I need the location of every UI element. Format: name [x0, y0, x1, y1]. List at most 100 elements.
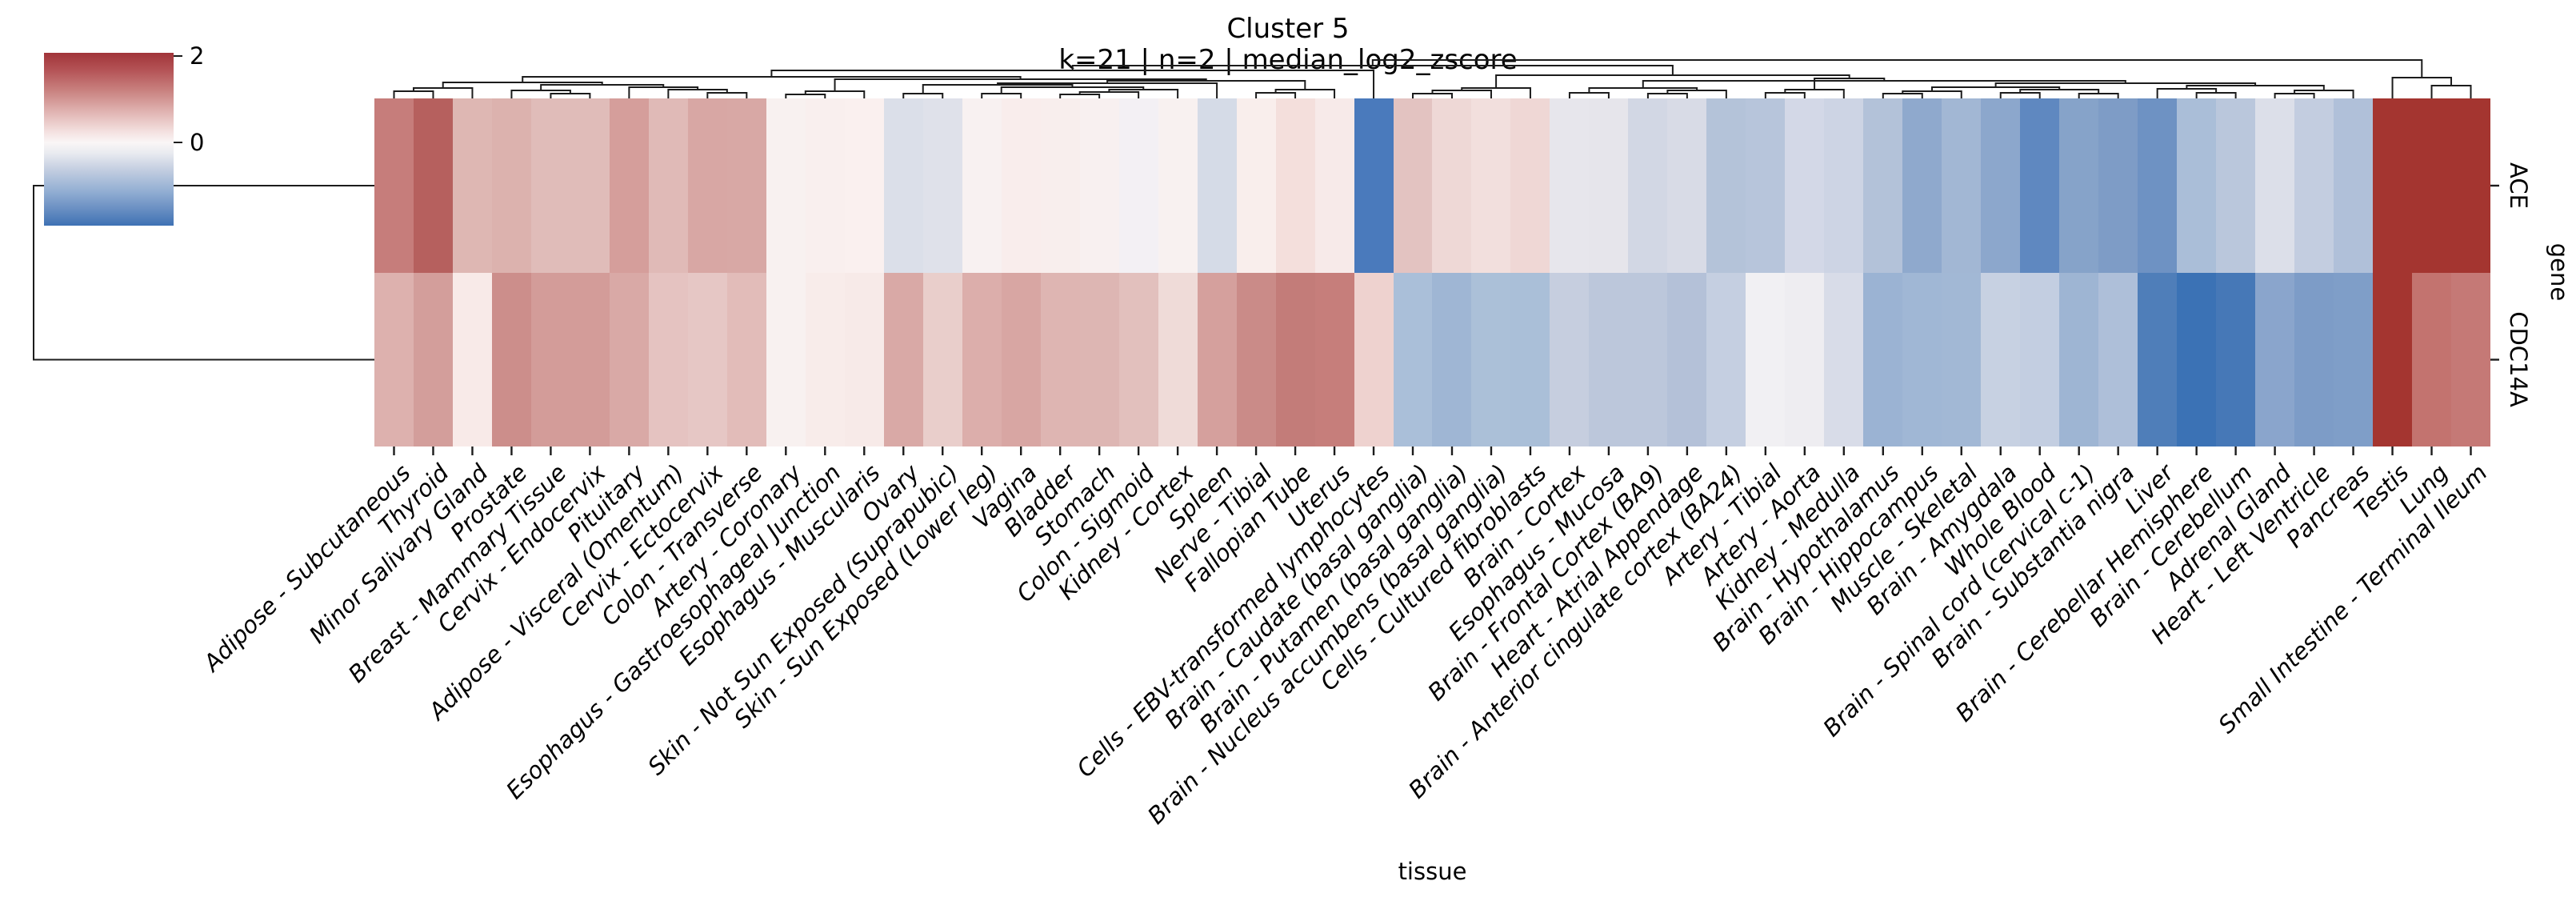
heatmap-cell-ACE-6 [609, 98, 649, 273]
heatmap-cell-CDC14A-7 [648, 272, 688, 446]
heatmap-cell-CDC14A-15 [962, 272, 1002, 446]
heatmap-cell-ACE-11 [805, 98, 845, 273]
heatmap-cell-CDC14A-2 [452, 272, 492, 446]
column-dendrogram-link [2391, 77, 2453, 98]
page-title: Cluster 5 [1226, 13, 1350, 45]
heatmap-cell-ACE-23 [1275, 98, 1315, 273]
x-axis-label: tissue [1398, 858, 1467, 885]
heatmap-cell-ACE-20 [1158, 98, 1198, 273]
heatmap-cell-ACE-48 [2255, 98, 2295, 273]
row-dendrogram [33, 185, 374, 361]
heatmap-cell-ACE-12 [844, 98, 884, 273]
heatmap-cell-ACE-21 [1197, 98, 1237, 273]
heatmap-cell-ACE-41 [1981, 98, 2021, 273]
colorbar-tick-0 [174, 141, 182, 144]
heatmap-cell-CDC14A-12 [844, 272, 884, 446]
heatmap-cell-CDC14A-9 [726, 272, 766, 446]
heatmap-cell-ACE-13 [883, 98, 923, 273]
heatmap-cell-ACE-32 [1628, 98, 1668, 273]
column-dendrogram-link [412, 87, 474, 98]
heatmap-cell-ACE-18 [1079, 98, 1119, 273]
heatmap-cell-ACE-40 [1942, 98, 1982, 273]
heatmap-cell-ACE-29 [1510, 98, 1550, 273]
heatmap-cell-ACE-45 [2138, 98, 2178, 273]
heatmap-cell-CDC14A-5 [570, 272, 610, 446]
heatmap-cell-CDC14A-10 [766, 272, 806, 446]
heatmap-cell-ACE-2 [452, 98, 492, 273]
colorbar-tick-2 [174, 54, 182, 58]
heatmap-cell-CDC14A-53 [2451, 272, 2490, 446]
heatmap-cell-CDC14A-39 [1902, 272, 1942, 446]
heatmap-cell-ACE-30 [1550, 98, 1590, 273]
y-axis-label: gene [2546, 242, 2573, 302]
column-dendrogram-link [1371, 59, 2423, 78]
heatmap-cell-CDC14A-19 [1118, 272, 1158, 446]
heatmap-cell-CDC14A-38 [1863, 272, 1903, 446]
heatmap-cell-CDC14A-33 [1667, 272, 1707, 446]
heatmap-cell-ACE-28 [1471, 98, 1511, 273]
heatmap-cell-CDC14A-40 [1942, 272, 1982, 446]
heatmap-grid [374, 98, 2490, 446]
heatmap-cell-CDC14A-49 [2294, 272, 2334, 446]
heatmap-cell-CDC14A-28 [1471, 272, 1511, 446]
row-label-cdc14a: CDC14A [2505, 311, 2532, 407]
colorbar-gradient [44, 53, 174, 226]
heatmap-cell-ACE-26 [1393, 98, 1433, 273]
heatmap-cell-CDC14A-52 [2412, 272, 2452, 446]
heatmap-cell-CDC14A-6 [609, 272, 649, 446]
axis-tick-marks [393, 184, 2499, 455]
heatmap-cell-CDC14A-31 [1589, 272, 1629, 446]
heatmap-cell-CDC14A-1 [413, 272, 453, 446]
heatmap-cell-CDC14A-47 [2216, 272, 2256, 446]
heatmap-cell-ACE-39 [1902, 98, 1942, 273]
heatmap-cell-ACE-36 [1785, 98, 1825, 273]
heatmap-cell-ACE-10 [766, 98, 806, 273]
heatmap-cell-ACE-53 [2451, 98, 2490, 273]
heatmap-cell-CDC14A-13 [883, 272, 923, 446]
heatmap-cell-CDC14A-18 [1079, 272, 1119, 446]
heatmap-cell-ACE-16 [1001, 98, 1041, 273]
column-dendrogram-link [1999, 92, 2041, 98]
column-dendrogram-link [2430, 85, 2472, 98]
heatmap-cell-CDC14A-23 [1275, 272, 1315, 446]
heatmap-cell-ACE-5 [570, 98, 610, 273]
heatmap-cell-ACE-31 [1589, 98, 1629, 273]
heatmap-cell-CDC14A-36 [1785, 272, 1825, 446]
heatmap-cell-ACE-47 [2216, 98, 2256, 273]
heatmap-cell-CDC14A-22 [1236, 272, 1276, 446]
heatmap-cell-ACE-50 [2334, 98, 2374, 273]
column-dendrogram [393, 59, 2472, 98]
column-dendrogram-link [1106, 80, 1306, 90]
heatmap-cell-ACE-19 [1118, 98, 1158, 273]
heatmap-cell-CDC14A-45 [2138, 272, 2178, 446]
column-dendrogram-link [1274, 89, 1336, 98]
heatmap-cell-ACE-43 [2059, 98, 2099, 273]
heatmap-cell-CDC14A-8 [687, 272, 727, 446]
heatmap-cell-CDC14A-25 [1354, 272, 1394, 446]
heatmap-cell-ACE-37 [1824, 98, 1864, 273]
heatmap-cell-ACE-9 [726, 98, 766, 273]
column-dendrogram-link [922, 84, 1074, 94]
column-dendrogram-link [1568, 92, 1610, 98]
heatmap-cell-ACE-38 [1863, 98, 1903, 273]
heatmap-cell-ACE-35 [1746, 98, 1786, 273]
heatmap-cell-CDC14A-48 [2255, 272, 2295, 446]
heatmap-cell-ACE-44 [2098, 98, 2138, 273]
heatmap-cell-ACE-49 [2294, 98, 2334, 273]
heatmap-cell-ACE-24 [1314, 98, 1354, 273]
heatmap-cell-CDC14A-42 [2020, 272, 2060, 446]
row-dendrogram-link [33, 185, 374, 361]
heatmap-cell-CDC14A-34 [1706, 272, 1746, 446]
heatmap-cell-ACE-22 [1236, 98, 1276, 273]
heatmap-cell-CDC14A-35 [1746, 272, 1786, 446]
heatmap-cell-CDC14A-37 [1824, 272, 1864, 446]
column-dendrogram-link [1902, 90, 1962, 98]
heatmap-cell-CDC14A-29 [1510, 272, 1550, 446]
heatmap-cell-ACE-17 [1040, 98, 1080, 273]
heatmap-cell-CDC14A-16 [1001, 272, 1041, 446]
heatmap-cell-CDC14A-30 [1550, 272, 1590, 446]
heatmap-cell-ACE-34 [1706, 98, 1746, 273]
heatmap-cell-ACE-3 [491, 98, 531, 273]
